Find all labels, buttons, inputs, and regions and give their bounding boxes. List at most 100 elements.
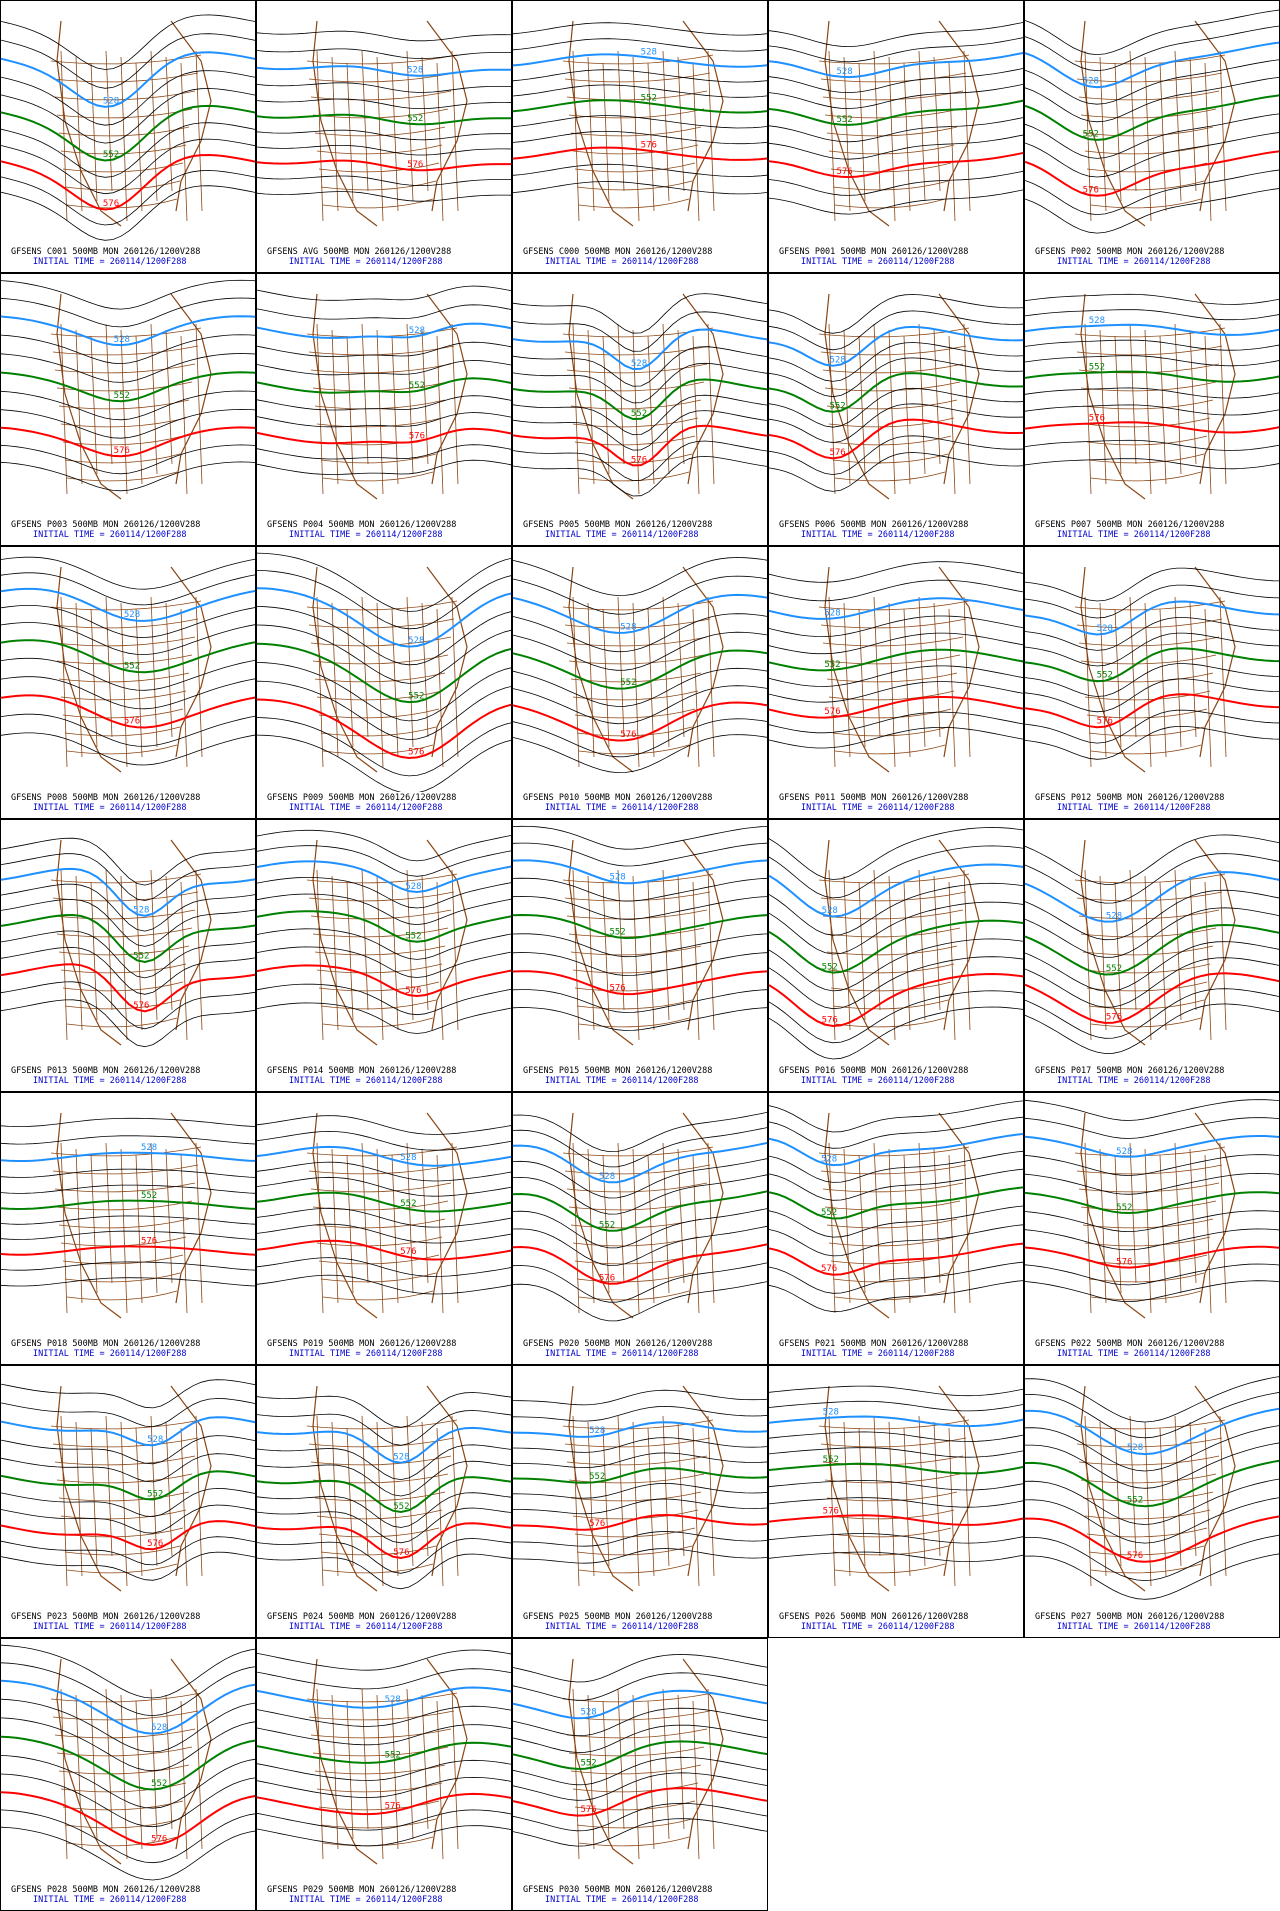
contour-label: 576	[385, 1802, 401, 1812]
map: 528 552 576	[513, 293, 767, 500]
border-line	[421, 875, 429, 1011]
border-line	[1174, 1142, 1182, 1294]
contour-line	[1, 153, 255, 211]
contour-line	[1025, 600, 1279, 636]
border-line	[1219, 1142, 1227, 1304]
border-line	[306, 54, 458, 65]
contour-line	[257, 1476, 511, 1514]
border-line	[436, 335, 444, 495]
contour-line	[769, 1462, 1023, 1475]
contour-line	[1025, 1534, 1279, 1582]
border-line	[662, 1415, 670, 1567]
border-line	[1099, 1148, 1107, 1304]
border-line	[105, 1688, 113, 1830]
border-line	[1084, 417, 1211, 428]
contour-line	[1, 51, 255, 108]
contour-line	[513, 1513, 767, 1531]
caption: GFSENS P025 500MB MON 260126/1200V288	[523, 1612, 713, 1622]
contour-line	[257, 427, 511, 445]
border-line	[1076, 1437, 1223, 1448]
contour-line	[513, 1724, 767, 1753]
border-line	[858, 608, 866, 748]
border-line	[832, 1272, 949, 1283]
border-line	[180, 335, 188, 495]
contour-label: 552	[141, 1191, 157, 1201]
contour-line	[769, 357, 1023, 398]
border-line	[376, 1148, 384, 1314]
border-line	[707, 869, 715, 1031]
contour-line	[769, 1132, 1023, 1167]
contour-line	[1025, 1228, 1279, 1251]
contour-label: 528	[609, 873, 625, 883]
border-line	[692, 62, 700, 222]
border-line	[834, 198, 946, 209]
contour-line	[257, 159, 511, 172]
coastline	[1080, 293, 1236, 500]
contour-line	[513, 311, 767, 352]
contour-line	[769, 632, 1023, 655]
contour-line	[1, 104, 255, 162]
border-line	[1076, 618, 1223, 629]
contour-label: 552	[393, 1502, 409, 1512]
border-line	[632, 1694, 640, 1860]
map: 528 552 576	[1, 556, 255, 773]
init-time: INITIAL TIME = 260114/1200F288	[289, 803, 443, 813]
border-line	[52, 618, 199, 629]
border-line	[662, 1688, 670, 1840]
contour-line	[769, 1431, 1023, 1442]
contour-line	[513, 1007, 767, 1031]
border-line	[692, 881, 700, 1041]
contour-line	[513, 1208, 767, 1249]
contour-line	[769, 37, 1023, 63]
border-line	[828, 417, 955, 428]
contour-label: 528	[147, 1435, 163, 1445]
border-line	[75, 1421, 83, 1577]
border-line	[820, 1164, 967, 1175]
contour-line	[1, 371, 255, 403]
map-panel: 528 552 576 GFSENS P002 500MB MON 260126/12…	[1024, 0, 1280, 273]
caption: GFSENS P006 500MB MON 260126/1200V288	[779, 520, 969, 530]
map-borders	[1074, 1385, 1236, 1592]
contour-label: 528	[580, 1708, 596, 1718]
border-line	[828, 1509, 955, 1520]
border-line	[165, 1148, 173, 1284]
border-line	[572, 1688, 580, 1860]
border-line	[1219, 50, 1227, 212]
map-borders	[306, 1385, 468, 1592]
contour-line	[1, 70, 255, 126]
border-line	[54, 1455, 196, 1466]
contour-label: 576	[821, 1264, 837, 1274]
init-time: INITIAL TIME = 260114/1200F288	[801, 530, 955, 540]
contour-line	[257, 570, 511, 630]
contour-line	[1025, 150, 1279, 197]
border-line	[421, 602, 429, 738]
contour-label: 576	[1106, 1013, 1122, 1023]
contour-label: 528	[824, 609, 840, 619]
caption: GFSENS P014 500MB MON 260126/1200V288	[267, 1066, 457, 1076]
border-line	[66, 1017, 178, 1028]
contour-label: 552	[620, 678, 636, 688]
map-borders	[818, 1112, 980, 1319]
border-line	[692, 1154, 700, 1314]
contour-line	[513, 1772, 767, 1801]
map: 528 552 576	[513, 1385, 767, 1592]
map-borders	[818, 20, 980, 227]
border-line	[1189, 602, 1197, 738]
border-line	[1074, 1146, 1226, 1157]
border-line	[888, 329, 896, 495]
map: 528 552 576	[1, 279, 255, 500]
border-line	[54, 909, 196, 920]
border-line	[564, 72, 711, 83]
contour-line	[769, 1205, 1023, 1238]
map-panel: 528 552 576 GFSENS P003 500MB MON 260126/12…	[0, 273, 256, 546]
border-line	[66, 744, 178, 755]
border-line	[436, 1154, 444, 1314]
contour-line	[257, 1649, 511, 1671]
border-line	[1189, 1421, 1197, 1557]
contour-line	[1025, 387, 1279, 399]
border-line	[308, 1164, 455, 1175]
map: 528 552 576	[1025, 293, 1279, 500]
contour-line	[513, 734, 767, 774]
contour-line	[1025, 941, 1279, 992]
border-line	[566, 1728, 708, 1739]
